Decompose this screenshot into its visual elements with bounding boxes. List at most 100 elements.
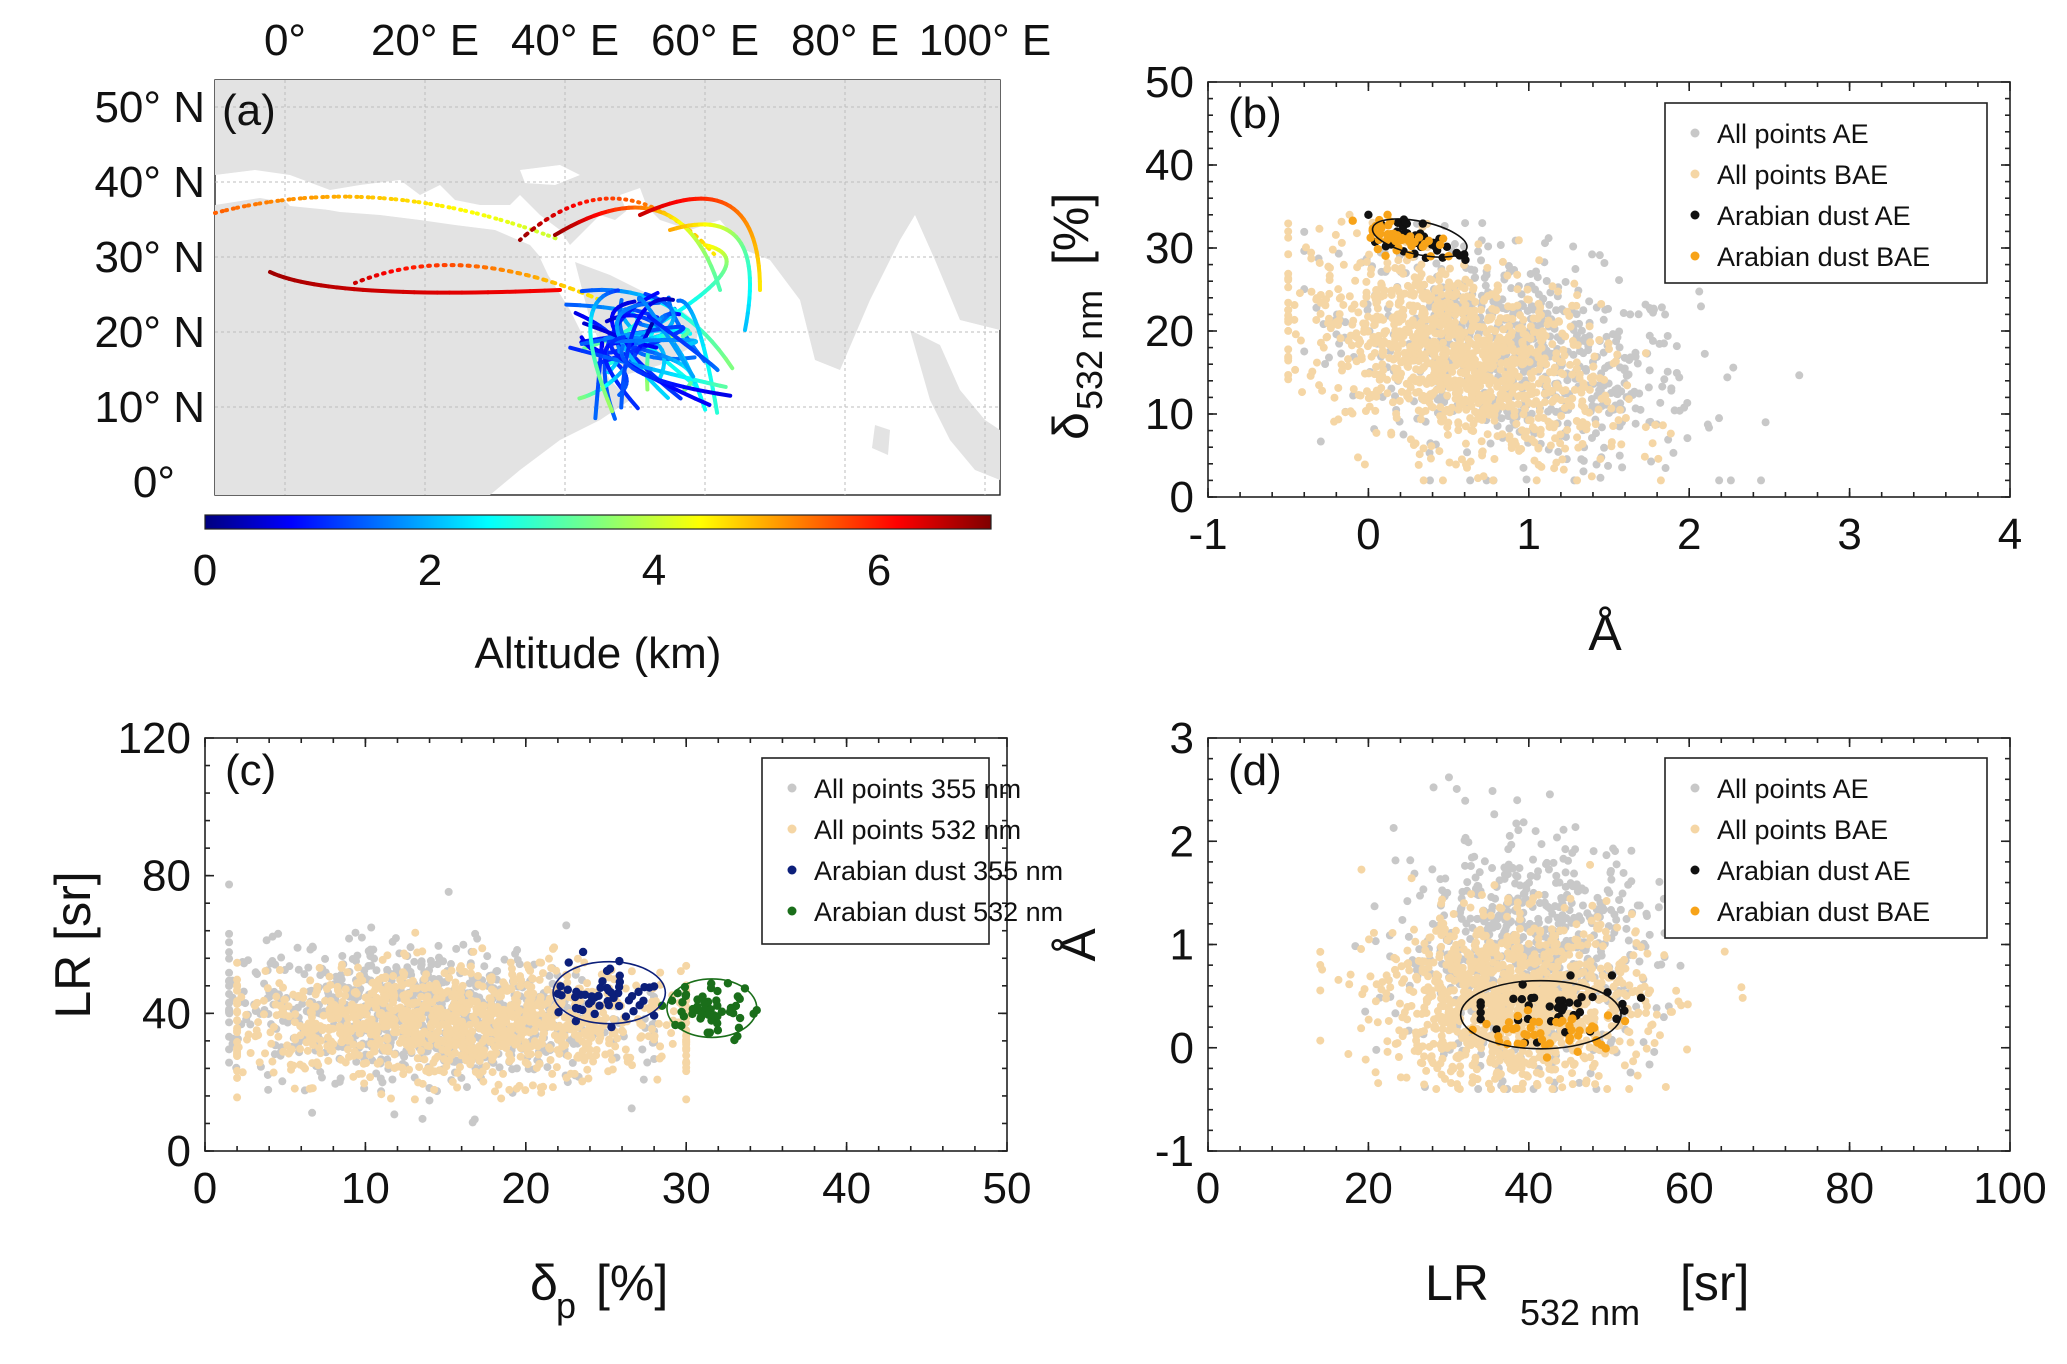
scatter-point	[1621, 414, 1630, 423]
lat-tick-30: 30° N	[94, 233, 205, 282]
scatter-point	[360, 1079, 369, 1088]
scatter-point	[1395, 287, 1404, 296]
scatter-point	[1490, 455, 1499, 464]
scatter-point	[281, 995, 290, 1004]
scatter-point	[1654, 454, 1663, 463]
scatter-point	[406, 1038, 415, 1047]
scatter-point	[254, 1018, 263, 1027]
scatter-point	[388, 1075, 397, 1084]
scatter-point	[274, 1032, 283, 1041]
scatter-point	[1337, 217, 1346, 226]
scatter-point	[1519, 315, 1528, 324]
scatter-point	[1354, 340, 1363, 349]
scatter-point	[1444, 282, 1453, 291]
scatter-point	[1584, 346, 1593, 355]
scatter-point	[1379, 366, 1388, 375]
scatter-point	[1436, 403, 1445, 412]
scatter-point	[637, 1032, 646, 1041]
scatter-point	[1386, 230, 1396, 239]
scatter-point	[1461, 275, 1470, 284]
scatter-point	[1336, 293, 1345, 302]
scatter-point	[1591, 420, 1600, 429]
scatter-point	[636, 1019, 645, 1028]
scatter-point	[487, 1036, 496, 1045]
scatter-point	[452, 944, 461, 953]
scatter-point	[1522, 427, 1531, 436]
scatter-point	[1432, 259, 1441, 268]
scatter-point	[530, 1037, 539, 1046]
scatter-point	[487, 974, 496, 983]
scatter-point	[1534, 353, 1543, 362]
scatter-point	[657, 1052, 666, 1061]
scatter-point	[1570, 279, 1579, 288]
scatter-point	[225, 981, 234, 990]
scatter-point	[1533, 273, 1542, 282]
scatter-point	[1344, 355, 1353, 364]
scatter-point	[1615, 343, 1624, 352]
scatter-point	[264, 1085, 273, 1094]
scatter-point	[1664, 435, 1673, 444]
scatter-point	[1472, 383, 1481, 392]
scatter-point	[1371, 406, 1380, 415]
scatter-point	[1338, 366, 1347, 375]
scatter-point	[1284, 275, 1293, 284]
scatter-point	[1457, 331, 1466, 340]
scatter-point	[1511, 382, 1520, 391]
scatter-point	[1420, 239, 1429, 249]
scatter-point	[1416, 351, 1425, 360]
scatter-point	[1545, 300, 1554, 309]
scatter-point	[360, 1007, 369, 1016]
scatter-point	[474, 980, 483, 989]
scatter-point	[1434, 300, 1443, 309]
scatter-point	[1600, 443, 1609, 452]
scatter-point	[1573, 291, 1582, 300]
scatter-point	[1307, 248, 1316, 257]
scatter-point	[1412, 342, 1421, 351]
scatter-point	[528, 974, 537, 983]
scatter-point	[1568, 370, 1577, 379]
scatter-point	[1570, 385, 1579, 394]
scatter-point	[266, 1028, 275, 1037]
scatter-point	[1284, 370, 1293, 379]
scatter-point	[1660, 375, 1669, 384]
scatter-point	[233, 1038, 242, 1047]
scatter-point	[379, 999, 388, 1008]
scatter-point	[1626, 310, 1635, 319]
scatter-point	[1290, 301, 1299, 310]
scatter-point	[1620, 366, 1629, 375]
scatter-point	[1435, 276, 1444, 285]
scatter-point	[1492, 293, 1501, 302]
scatter-point	[1497, 414, 1506, 423]
scatter-point	[1565, 311, 1574, 320]
scatter-point	[1683, 434, 1692, 443]
scatter-point	[1486, 439, 1495, 448]
scatter-point	[365, 1050, 374, 1059]
lon-tick-40: 40° E	[511, 16, 619, 65]
scatter-point	[1353, 263, 1362, 272]
scatter-point	[1344, 336, 1353, 345]
scatter-point	[1700, 349, 1709, 358]
scatter-point	[682, 1095, 691, 1104]
scatter-point	[1417, 260, 1426, 269]
scatter-point	[1675, 373, 1684, 382]
scatter-point	[1597, 299, 1606, 308]
scatter-point	[1600, 258, 1609, 267]
scatter-point	[324, 1056, 333, 1065]
scatter-point	[1489, 476, 1498, 485]
panel-label-a: (a)	[222, 86, 276, 135]
scatter-point	[1400, 355, 1409, 364]
scatter-point	[1484, 242, 1493, 251]
scatter-point	[1478, 350, 1487, 359]
scatter-point	[647, 1025, 656, 1034]
scatter-point	[244, 1030, 253, 1039]
scatter-point	[1514, 372, 1523, 381]
y-tick-label: 40	[1145, 141, 1194, 190]
scatter-point	[233, 1024, 242, 1033]
scatter-point	[398, 981, 407, 990]
x-tick-label: 50	[983, 1164, 1032, 1213]
scatter-point	[1556, 357, 1565, 366]
scatter-point	[1470, 266, 1479, 275]
scatter-point	[1522, 475, 1531, 484]
scatter-point	[387, 987, 396, 996]
scatter-point	[306, 1008, 315, 1017]
